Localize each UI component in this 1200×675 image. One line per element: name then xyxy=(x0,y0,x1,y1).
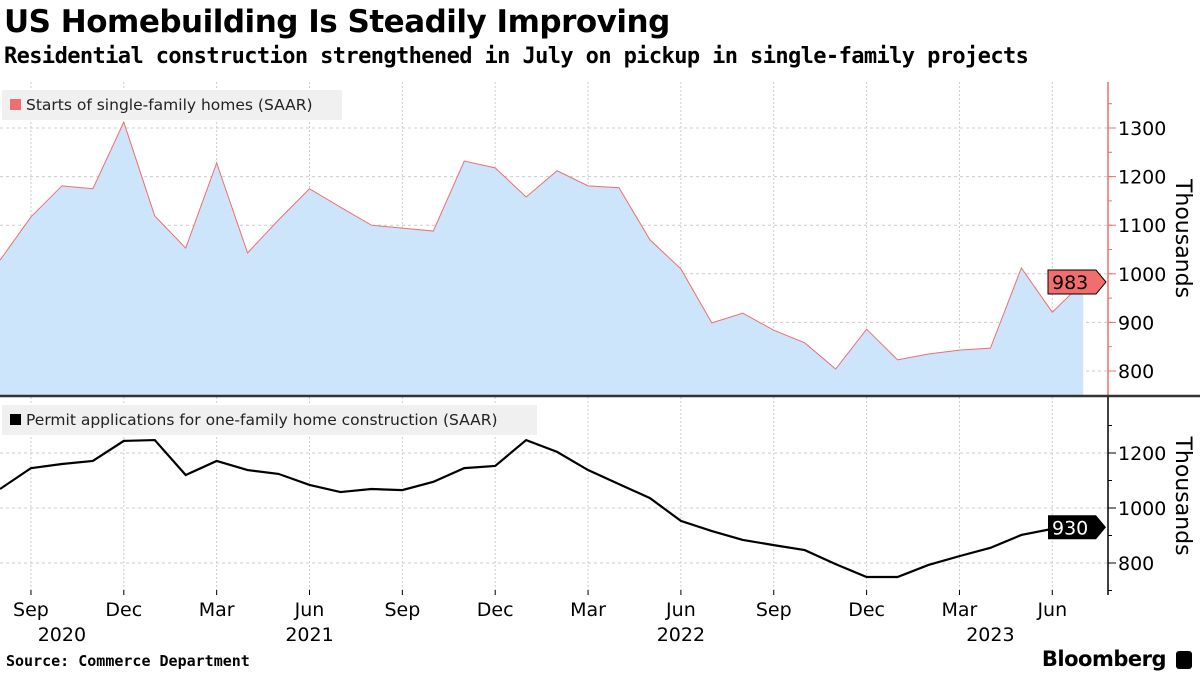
chart-subtitle: Residential construction strengthened in… xyxy=(4,44,1029,69)
chart-title: US Homebuilding Is Steadily Improving xyxy=(4,4,670,40)
x-tick-label: Sep xyxy=(756,599,792,621)
y-tick-label: 1200 xyxy=(1118,167,1166,189)
x-tick-label: Mar xyxy=(942,599,978,621)
legend-label: Permit applications for one-family home … xyxy=(26,411,498,429)
x-tick-label: Dec xyxy=(477,599,514,621)
y-axis-label: Thousands xyxy=(1170,178,1195,298)
x-tick-label: Mar xyxy=(199,599,235,621)
x-tick-label: Jun xyxy=(1036,599,1067,621)
y-tick-label: 1100 xyxy=(1118,215,1166,237)
x-year-label: 2020 xyxy=(38,624,86,646)
x-tick-label: Dec xyxy=(105,599,142,621)
x-tick-label: Mar xyxy=(570,599,606,621)
last-value-tag-shape xyxy=(1048,515,1106,540)
y-tick-label: 800 xyxy=(1118,361,1154,383)
y-tick-label: 1200 xyxy=(1118,443,1166,465)
last-value-tag-shape xyxy=(1047,269,1107,295)
legend-box xyxy=(2,405,537,435)
bloomberg-chart-icon xyxy=(1176,651,1192,669)
last-value-label: 930 xyxy=(1052,517,1088,539)
x-tick-label: Jun xyxy=(665,599,696,621)
series-line xyxy=(0,120,1084,370)
y-tick-label: 1300 xyxy=(1118,118,1166,140)
last-value-tag: 983 xyxy=(1047,269,1107,295)
y-tick-label: 1000 xyxy=(1118,264,1166,286)
x-tick-label: Jun xyxy=(294,599,325,621)
y-tick-label: 900 xyxy=(1118,312,1154,334)
y-tick-label: 1000 xyxy=(1118,498,1166,520)
x-tick-label: Dec xyxy=(848,599,885,621)
series-line xyxy=(0,438,1084,579)
y-axis-label: Thousands xyxy=(1170,435,1195,555)
x-tick-label: Sep xyxy=(384,599,420,621)
legend-box xyxy=(2,90,342,120)
area-fill xyxy=(0,122,1084,395)
y-tick-label: 800 xyxy=(1118,553,1154,575)
source-note: Source: Commerce Department xyxy=(6,652,250,670)
last-value-label: 983 xyxy=(1052,272,1088,294)
legend-swatch xyxy=(10,414,21,425)
x-year-label: 2022 xyxy=(657,624,705,646)
last-value-tag: 930 xyxy=(1048,515,1106,540)
legend-swatch xyxy=(10,99,21,110)
legend-label: Starts of single-family homes (SAAR) xyxy=(26,96,313,114)
x-year-label: 2023 xyxy=(966,624,1014,646)
x-year-label: 2021 xyxy=(285,624,333,646)
x-tick-label: Sep xyxy=(13,599,49,621)
brand-logo: Bloomberg xyxy=(1041,647,1167,671)
